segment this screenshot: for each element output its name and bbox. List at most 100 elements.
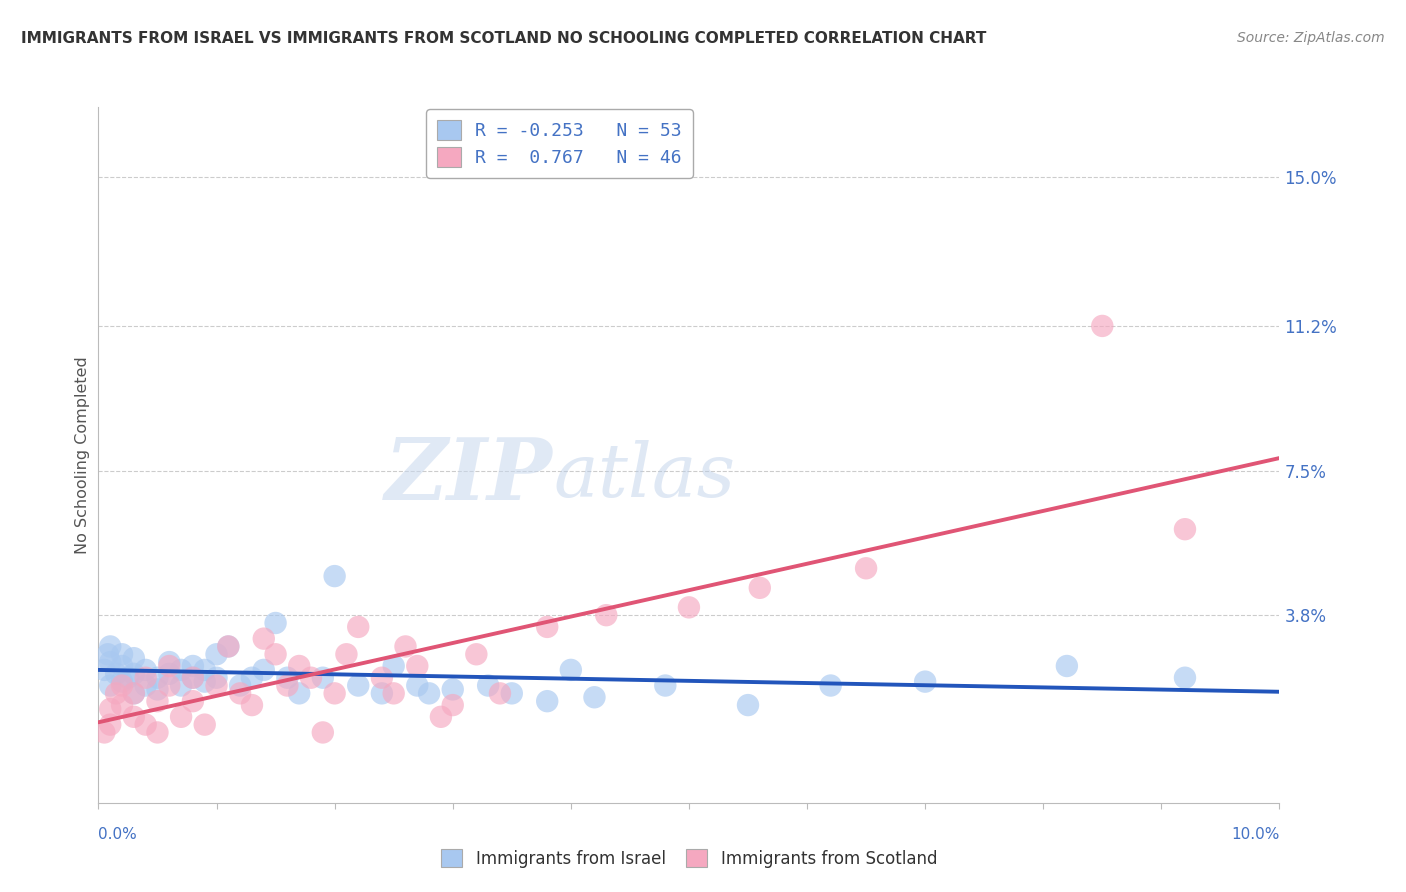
Point: [347, 620, 370, 634]
Point: [288, 686, 311, 700]
Point: [240, 698, 263, 712]
Point: [111, 698, 134, 712]
Point: [253, 632, 276, 646]
Point: [560, 663, 582, 677]
Point: [288, 659, 311, 673]
Point: [105, 686, 128, 700]
Point: [205, 647, 228, 661]
Point: [418, 686, 440, 700]
Point: [382, 686, 405, 700]
Point: [135, 717, 157, 731]
Point: [394, 640, 416, 654]
Point: [170, 679, 193, 693]
Point: [97, 647, 120, 661]
Point: [194, 663, 217, 677]
Point: [820, 679, 842, 693]
Point: [465, 647, 488, 661]
Point: [240, 671, 263, 685]
Point: [264, 647, 287, 661]
Point: [217, 640, 239, 654]
Point: [217, 640, 239, 654]
Point: [122, 710, 145, 724]
Point: [253, 663, 276, 677]
Point: [205, 679, 228, 693]
Point: [371, 686, 394, 700]
Point: [146, 694, 169, 708]
Point: [406, 679, 429, 693]
Y-axis label: No Schooling Completed: No Schooling Completed: [75, 356, 90, 554]
Point: [98, 655, 121, 669]
Point: [441, 698, 464, 712]
Point: [595, 608, 617, 623]
Text: Source: ZipAtlas.com: Source: ZipAtlas.com: [1237, 31, 1385, 45]
Point: [122, 666, 145, 681]
Point: [170, 710, 193, 724]
Point: [335, 647, 357, 661]
Text: IMMIGRANTS FROM ISRAEL VS IMMIGRANTS FROM SCOTLAND NO SCHOOLING COMPLETED CORREL: IMMIGRANTS FROM ISRAEL VS IMMIGRANTS FRO…: [21, 31, 987, 46]
Point: [181, 694, 204, 708]
Point: [406, 659, 429, 673]
Point: [146, 725, 169, 739]
Point: [583, 690, 606, 705]
Point: [312, 671, 335, 685]
Point: [382, 659, 405, 673]
Point: [536, 694, 558, 708]
Point: [122, 686, 145, 700]
Point: [111, 659, 134, 673]
Point: [678, 600, 700, 615]
Point: [157, 679, 180, 693]
Point: [157, 659, 180, 673]
Point: [264, 615, 287, 630]
Point: [181, 671, 204, 685]
Point: [489, 686, 512, 700]
Point: [276, 679, 298, 693]
Point: [93, 663, 115, 677]
Point: [276, 671, 298, 685]
Point: [323, 686, 346, 700]
Point: [135, 671, 157, 685]
Point: [441, 682, 464, 697]
Point: [98, 679, 121, 693]
Point: [181, 659, 204, 673]
Point: [1091, 318, 1114, 333]
Point: [146, 671, 169, 685]
Point: [93, 725, 115, 739]
Point: [157, 666, 180, 681]
Text: 10.0%: 10.0%: [1232, 827, 1279, 841]
Point: [654, 679, 676, 693]
Point: [194, 717, 217, 731]
Point: [430, 710, 453, 724]
Point: [229, 679, 252, 693]
Point: [536, 620, 558, 634]
Text: ZIP: ZIP: [385, 434, 553, 517]
Point: [477, 679, 499, 693]
Point: [1174, 522, 1197, 536]
Point: [117, 671, 139, 685]
Point: [111, 674, 134, 689]
Point: [122, 651, 145, 665]
Point: [205, 671, 228, 685]
Point: [122, 686, 145, 700]
Point: [229, 686, 252, 700]
Point: [194, 674, 217, 689]
Point: [157, 655, 180, 669]
Text: 0.0%: 0.0%: [98, 827, 138, 841]
Point: [98, 717, 121, 731]
Point: [135, 663, 157, 677]
Point: [855, 561, 877, 575]
Point: [146, 682, 169, 697]
Point: [501, 686, 523, 700]
Point: [1056, 659, 1078, 673]
Point: [135, 679, 157, 693]
Point: [1174, 671, 1197, 685]
Point: [181, 671, 204, 685]
Point: [98, 702, 121, 716]
Point: [347, 679, 370, 693]
Point: [323, 569, 346, 583]
Text: atlas: atlas: [553, 440, 735, 512]
Point: [371, 671, 394, 685]
Point: [111, 647, 134, 661]
Point: [312, 725, 335, 739]
Point: [111, 679, 134, 693]
Point: [299, 671, 322, 685]
